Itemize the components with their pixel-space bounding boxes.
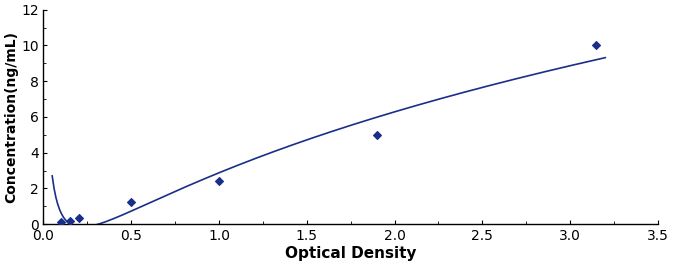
Y-axis label: Concentration(ng/mL): Concentration(ng/mL) xyxy=(4,31,18,203)
X-axis label: Optical Density: Optical Density xyxy=(285,246,417,261)
